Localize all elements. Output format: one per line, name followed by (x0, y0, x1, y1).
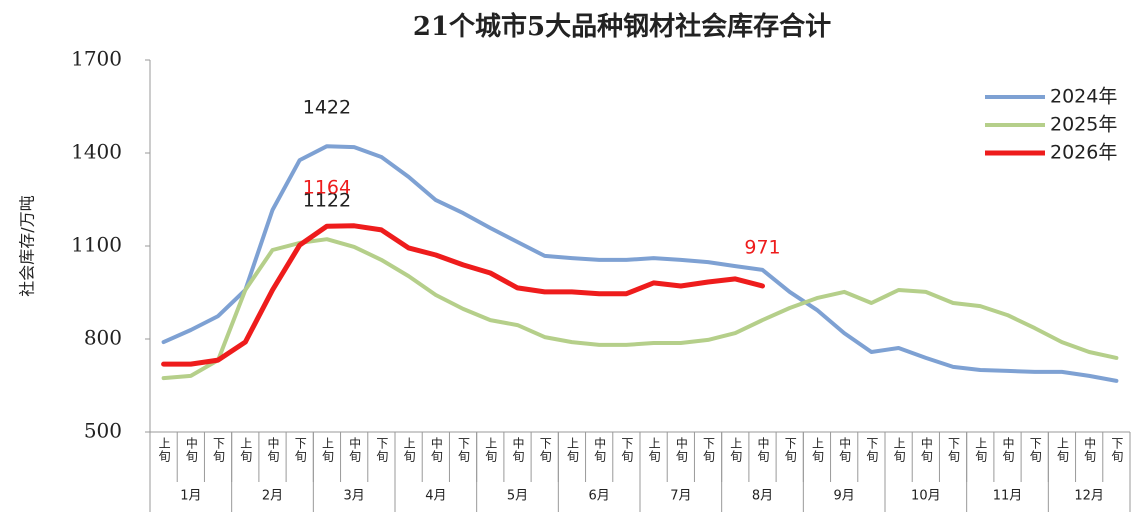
x-tick-label: 上旬 (810, 437, 824, 463)
month-label: 4月 (425, 489, 446, 504)
x-tick-label: 中旬 (756, 436, 770, 463)
x-tick-label: 上旬 (565, 437, 579, 463)
x-tick-label: 上旬 (974, 437, 988, 463)
x-tick-label: 中旬 (593, 436, 607, 463)
x-tick-label: 上旬 (239, 437, 253, 463)
x-tick-label: 下旬 (212, 437, 226, 463)
x-tick-label: 上旬 (320, 437, 334, 463)
x-tick-label: 上旬 (1055, 437, 1069, 463)
x-tick-label: 中旬 (838, 436, 852, 463)
x-tick-label: 中旬 (184, 436, 198, 463)
data-label: 1122 (303, 190, 351, 212)
legend-label: 2024年 (1050, 86, 1117, 108)
month-label: 12月 (1074, 489, 1104, 504)
x-tick-label: 下旬 (375, 437, 389, 463)
x-tick-label: 中旬 (511, 436, 525, 463)
y-axis-label: 社会库存/万吨 (18, 195, 37, 296)
series-line (161, 237, 1119, 381)
x-tick-label: 上旬 (892, 437, 906, 463)
y-tick-label: 1100 (71, 233, 122, 257)
x-tick-label: 中旬 (266, 436, 280, 463)
x-tick-label: 下旬 (457, 437, 471, 463)
x-tick-label: 上旬 (647, 437, 661, 463)
month-label: 2月 (262, 489, 283, 504)
x-tick-label: 中旬 (1083, 436, 1097, 463)
x-tick-label: 上旬 (157, 437, 171, 463)
x-tick-label: 下旬 (702, 437, 716, 463)
x-tick-label: 下旬 (293, 437, 307, 463)
y-tick-label: 500 (84, 419, 122, 443)
data-label: 971 (744, 236, 780, 258)
x-tick-label: 下旬 (783, 437, 797, 463)
x-tick-label: 下旬 (865, 437, 879, 463)
legend-label: 2025年 (1050, 114, 1117, 136)
month-label: 5月 (507, 489, 528, 504)
month-label: 1月 (180, 489, 201, 504)
chart-title: 21个城市5大品种钢材社会库存合计 (413, 11, 831, 42)
month-label: 3月 (344, 489, 365, 504)
x-tick-label: 中旬 (429, 436, 443, 463)
x-tick-label: 上旬 (402, 437, 416, 463)
data-label: 1164 (303, 177, 351, 199)
x-tick-label: 中旬 (348, 436, 362, 463)
x-tick-label: 中旬 (919, 436, 933, 463)
x-tick-label: 上旬 (729, 437, 743, 463)
data-label: 1422 (303, 97, 351, 119)
y-tick-label: 800 (84, 326, 122, 350)
y-tick-label: 1400 (71, 140, 122, 164)
month-label: 8月 (752, 489, 773, 504)
x-tick-label: 下旬 (1028, 437, 1042, 463)
month-label: 6月 (589, 489, 610, 504)
x-tick-label: 上旬 (484, 437, 498, 463)
series-line (161, 223, 765, 367)
month-label: 9月 (834, 489, 855, 504)
x-tick-label: 下旬 (538, 437, 552, 463)
x-tick-label: 中旬 (674, 436, 688, 463)
x-tick-label: 中旬 (1001, 436, 1015, 463)
x-tick-label: 下旬 (947, 437, 961, 463)
legend-label: 2026年 (1050, 142, 1117, 164)
month-label: 7月 (670, 489, 691, 504)
y-tick-label: 1700 (71, 47, 122, 71)
series-line (161, 144, 1119, 383)
month-label: 11月 (993, 489, 1023, 504)
x-tick-label: 下旬 (620, 437, 634, 463)
month-label: 10月 (911, 489, 941, 504)
x-tick-label: 下旬 (1110, 437, 1124, 463)
